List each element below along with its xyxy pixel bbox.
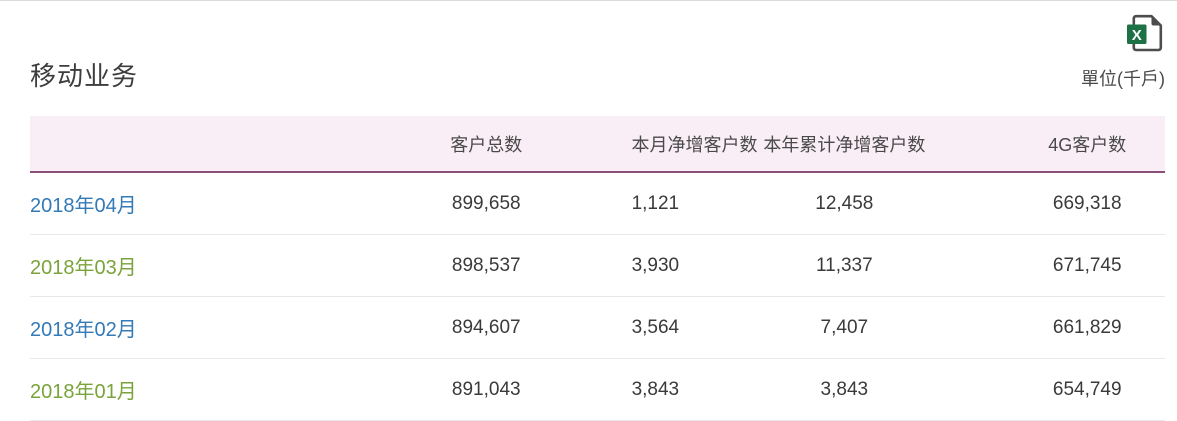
toolbar: X <box>30 1 1165 52</box>
cell-month-net-add: 3,564 <box>631 296 680 359</box>
table-row: 2018年02月 894,607 3,564 7,407 661,829 <box>30 296 1165 359</box>
col-header-month-net-add: 本月净增客户数 <box>631 116 758 173</box>
cell-4g-customers: 654,749 <box>1009 358 1165 421</box>
cell-ytd-net-add: 11,337 <box>679 234 1010 297</box>
excel-icon: X <box>1127 14 1163 52</box>
cell-month-net-add: 3,843 <box>631 358 680 421</box>
mobile-business-table: 客户总数 本月净增客户数 本年累计净增客户数 4G客户数 2018年04月 89… <box>30 116 1165 421</box>
cell-customer-total: 894,607 <box>340 296 632 359</box>
table-row: 2018年04月 899,658 1,121 12,458 669,318 <box>30 172 1165 235</box>
excel-icon-square <box>1127 24 1147 44</box>
cell-period: 2018年03月 <box>30 234 341 297</box>
cell-period: 2018年04月 <box>30 172 341 235</box>
export-excel-button[interactable]: X <box>1125 14 1165 52</box>
title-row: 移动业务 單位(千戶) <box>30 56 1165 93</box>
cell-4g-customers: 671,745 <box>1009 234 1165 297</box>
excel-icon-letter: X <box>1132 27 1142 44</box>
col-header-customer-total: 客户总数 <box>340 116 632 173</box>
cell-4g-customers: 669,318 <box>1009 172 1165 235</box>
period-link[interactable]: 2018年03月 <box>30 257 137 279</box>
col-header-period <box>30 116 341 173</box>
header-row: 客户总数 本月净增客户数 本年累计净增客户数 4G客户数 <box>30 116 1165 173</box>
table-header: 客户总数 本月净增客户数 本年累计净增客户数 4G客户数 <box>30 116 1165 173</box>
cell-customer-total: 891,043 <box>340 358 632 421</box>
col-header-4g-customers: 4G客户数 <box>1009 116 1165 173</box>
period-link[interactable]: 2018年04月 <box>30 195 137 217</box>
cell-customer-total: 898,537 <box>340 234 632 297</box>
cell-customer-total: 899,658 <box>340 172 632 235</box>
cell-ytd-net-add: 7,407 <box>679 296 1010 359</box>
excel-icon-fold <box>1151 16 1161 26</box>
unit-label: 單位(千戶) <box>1081 69 1165 89</box>
period-link[interactable]: 2018年01月 <box>30 381 137 403</box>
col-header-ytd-net-add: 本年累计净增客户数 <box>679 116 1010 173</box>
cell-ytd-net-add: 12,458 <box>679 172 1010 235</box>
cell-month-net-add: 1,121 <box>631 172 680 235</box>
table-row: 2018年01月 891,043 3,843 3,843 654,749 <box>30 358 1165 421</box>
period-link[interactable]: 2018年02月 <box>30 319 137 341</box>
cell-ytd-net-add: 3,843 <box>679 358 1010 421</box>
cell-month-net-add: 3,930 <box>631 234 680 297</box>
cell-period: 2018年01月 <box>30 358 341 421</box>
cell-4g-customers: 661,829 <box>1009 296 1165 359</box>
table-row: 2018年03月 898,537 3,930 11,337 671,745 <box>30 234 1165 297</box>
table-body: 2018年04月 899,658 1,121 12,458 669,318 20… <box>30 172 1165 421</box>
cell-period: 2018年02月 <box>30 296 341 359</box>
page-title: 移动业务 <box>30 61 139 91</box>
